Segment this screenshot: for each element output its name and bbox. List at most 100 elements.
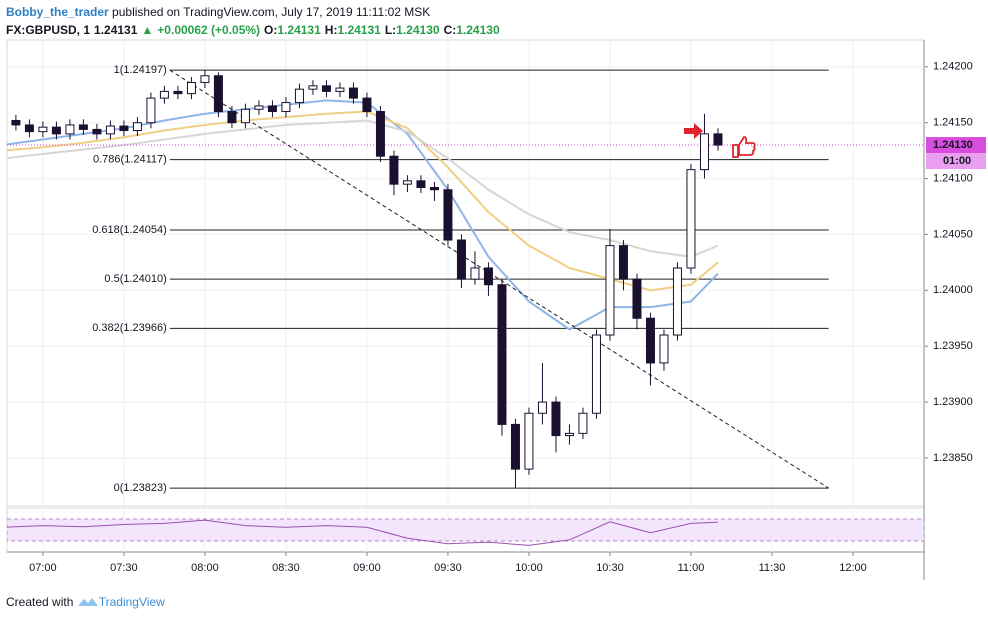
- candle-body: [699, 133, 709, 171]
- candle-body: [497, 284, 507, 425]
- fib-label: 0(1.23823): [114, 482, 167, 494]
- quote-part: ▲: [141, 23, 154, 37]
- quote-part: H:: [324, 23, 338, 37]
- candle-body: [713, 133, 723, 146]
- candle-body: [470, 267, 480, 280]
- candle-body: [456, 239, 466, 280]
- candle-body: [308, 85, 318, 90]
- x-tick-label: 08:00: [191, 562, 219, 574]
- y-tick-label: 1.23950: [933, 340, 973, 352]
- candle-body: [173, 90, 183, 95]
- candle-body: [429, 187, 439, 191]
- fib-label: 0.786(1.24117): [93, 153, 167, 165]
- x-tick-label: 07:00: [29, 562, 57, 574]
- x-tick-label: 09:00: [353, 562, 381, 574]
- header-line: Bobby_the_trader published on TradingVie…: [6, 5, 430, 19]
- candle-body: [0, 117, 6, 120]
- fib-label: 0.5(1.24010): [104, 273, 166, 285]
- quote-line: FX:GBPUSD, 1 1.24131 ▲ +0.00062 (+0.05%) O:1…: [6, 23, 504, 37]
- logo: [77, 598, 98, 606]
- candle-body: [105, 125, 115, 135]
- candle-body: [119, 125, 129, 132]
- x-tick-label: 12:00: [839, 562, 867, 574]
- candle-body: [362, 97, 372, 113]
- candle-body: [389, 155, 399, 185]
- y-tick-label: 1.24050: [933, 228, 973, 240]
- x-tick-label: 08:30: [272, 562, 300, 574]
- candle-body: [632, 278, 642, 319]
- candle-body: [578, 412, 588, 434]
- candle-body: [605, 245, 615, 336]
- candle-body: [659, 334, 669, 364]
- candle-body: [92, 128, 102, 135]
- x-tick-label: 07:30: [110, 562, 138, 574]
- countdown-label: 01:00: [943, 155, 971, 167]
- candle-body: [591, 334, 601, 414]
- quote-part: 1.24131: [94, 23, 138, 37]
- y-tick-label: 1.23900: [933, 396, 973, 408]
- candle-body: [65, 124, 75, 135]
- last-price-label: 1.24130: [933, 139, 973, 151]
- candle-body: [227, 111, 237, 124]
- countdown-box: [926, 153, 986, 170]
- rsi-band: [7, 518, 924, 542]
- axis-layer: 1.23850 1.23900 1.23950 1.24000 1.24050 1.241…: [29, 61, 986, 574]
- candle-body: [510, 423, 520, 470]
- candle-body: [132, 122, 142, 132]
- candle-body: [11, 119, 21, 126]
- quote-part: O:: [264, 23, 278, 37]
- footer-prefix: Created with: [6, 595, 74, 609]
- quote-part: 1.24131: [277, 23, 321, 37]
- candle-body: [416, 180, 426, 189]
- candle-body: [537, 401, 547, 414]
- y-tick-label: 1.24150: [933, 117, 973, 129]
- candle-body: [686, 169, 696, 269]
- main-layer: 1(1.24197) 0.786(1.24117) 0.618(1.24054) 0.…: [0, 40, 924, 506]
- candle-body: [51, 126, 61, 135]
- quote-part: 1.24130: [456, 23, 500, 37]
- quote-part: 1.24131: [337, 23, 381, 37]
- published: published on TradingView.com, July 17, 2…: [112, 5, 431, 19]
- thumbs-up-icon: [732, 136, 756, 158]
- candle-body: [240, 108, 250, 124]
- candle-body: [348, 87, 358, 99]
- author[interactable]: Bobby_the_trader: [6, 5, 109, 19]
- footer: Created with TradingView: [6, 594, 165, 609]
- quote-part: L:: [384, 23, 397, 37]
- candle-body: [24, 124, 34, 133]
- quote-part: +0.00062 (+0.05%): [157, 23, 261, 37]
- y-tick-label: 1.23850: [933, 452, 973, 464]
- quote-part: FX:GBPUSD, 1: [6, 23, 91, 37]
- x-tick-label: 11:00: [678, 562, 705, 574]
- last-price-box: [926, 137, 986, 154]
- candle-body: [254, 105, 264, 110]
- candle-body: [564, 432, 574, 437]
- arrow-icon: [684, 123, 703, 139]
- candle-body: [78, 124, 88, 130]
- candle-body: [146, 97, 156, 124]
- candle-body: [267, 105, 277, 113]
- footer-brand[interactable]: TradingView: [98, 595, 165, 609]
- x-tick-label: 10:00: [515, 562, 543, 574]
- candle-body: [524, 412, 534, 470]
- candle-body: [294, 88, 304, 104]
- y-tick-label: 1.24100: [933, 172, 973, 184]
- candle-body: [551, 401, 561, 437]
- candle-body: [213, 75, 223, 113]
- quote-part: C:: [443, 23, 457, 37]
- candle-body: [618, 245, 628, 280]
- y-tick-label: 1.24000: [933, 284, 973, 296]
- quote-part: 1.24130: [396, 23, 440, 37]
- candle-body: [186, 81, 196, 95]
- fib-label: 1(1.24197): [114, 64, 167, 76]
- y-tick-label: 1.24200: [933, 61, 973, 73]
- candle-body: [38, 126, 48, 133]
- candle-body: [672, 267, 682, 336]
- x-tick-label: 09:30: [434, 562, 462, 574]
- rsi-layer: [7, 508, 924, 552]
- candle-body: [375, 111, 385, 157]
- chart: 1(1.24197) 0.786(1.24117) 0.618(1.24054) 0.…: [0, 39, 986, 580]
- candle-body: [321, 85, 331, 92]
- candle-body: [402, 180, 412, 185]
